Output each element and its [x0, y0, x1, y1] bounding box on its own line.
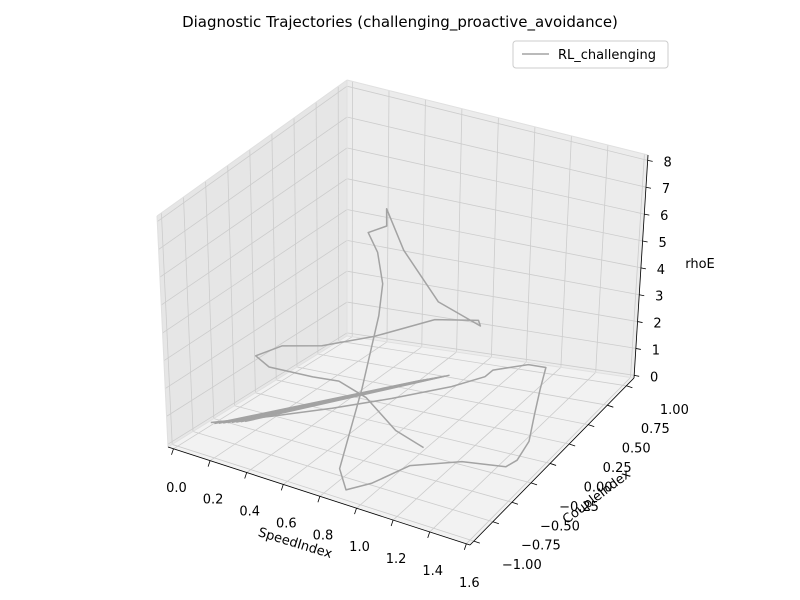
legend-label: RL_challenging: [558, 48, 656, 63]
y-tick-mark: [511, 501, 519, 505]
y-tick-mark: [626, 385, 633, 389]
x-tick-label: 1.6: [459, 576, 480, 591]
z-tick-label: 2: [653, 317, 661, 332]
pane-edge: [167, 335, 348, 448]
z-tick-mark: [635, 348, 641, 350]
legend: RL_challenging: [512, 40, 669, 69]
axis-edges: [156, 79, 649, 546]
y-tick-label: 0.75: [641, 422, 670, 437]
axis-panes: [157, 80, 648, 545]
y-tick-label: −0.75: [521, 539, 561, 554]
x-tick-mark: [171, 448, 174, 455]
x-tick-mark: [463, 543, 467, 550]
axis-ticks: 0.0 0.2 0.4 0.6 0.8 1.0 1.2 1.4 1.6 −1.00 −0.75 −0.…: [166, 155, 689, 590]
y-tick-label: −0.25: [559, 500, 599, 515]
y-tick-label: −1.00: [502, 558, 542, 573]
z-tick-mark: [647, 159, 653, 162]
y-tick-label: 0.00: [584, 480, 613, 495]
x-tick-label: 0.0: [166, 481, 187, 496]
y-tick-mark: [588, 424, 595, 427]
pane-edge: [156, 79, 348, 217]
x-tick-label: 0.6: [276, 516, 297, 531]
x-tick-label: 0.8: [313, 528, 334, 543]
legend-box: [512, 40, 669, 69]
z-tick-mark: [634, 374, 640, 377]
y-tick-label: 1.00: [660, 403, 689, 418]
x-tick-label: 1.0: [349, 540, 370, 555]
x-tick-mark: [390, 519, 394, 527]
z-tick-label: 6: [660, 209, 668, 224]
z-tick-mark: [642, 240, 648, 243]
z-axis-label: rhoE: [685, 257, 715, 272]
z-tick-label: 5: [658, 236, 666, 251]
floor-pane: [168, 336, 634, 545]
y-axis-line: [469, 377, 635, 546]
z-tick-label: 8: [664, 155, 672, 170]
trajectory-lines: [210, 207, 547, 491]
pane-edge: [156, 215, 169, 448]
x-tick-mark: [280, 484, 284, 491]
series-bundle-line: [244, 374, 450, 423]
z-tick-mark: [637, 321, 643, 323]
z-tick-mark: [640, 267, 646, 270]
y-tick-label: −0.50: [540, 519, 580, 534]
back-wall-pane: [347, 80, 648, 378]
y-tick-mark: [473, 540, 480, 544]
x-tick-mark: [317, 496, 321, 503]
y-tick-mark: [530, 482, 538, 486]
pane-edge: [346, 79, 649, 156]
y-axis-label: CoupleIndex: [560, 467, 634, 528]
z-tick-label: 3: [655, 290, 663, 305]
x-tick-mark: [354, 508, 357, 515]
x-tick-mark: [427, 531, 431, 539]
z-tick-label: 4: [657, 263, 665, 278]
left-wall-pane: [157, 80, 347, 447]
z-tick-mark: [645, 186, 652, 189]
x-tick-label: 1.4: [422, 564, 443, 579]
x-axis-line: [167, 446, 471, 546]
z-tick-mark: [644, 213, 650, 216]
x-tick-label: 1.2: [386, 552, 407, 567]
y-tick-label: 0.50: [622, 442, 651, 457]
z-tick-label: 0: [650, 370, 658, 385]
x-tick-mark: [244, 472, 248, 479]
y-tick-mark: [607, 404, 614, 408]
z-tick-label: 1: [652, 343, 660, 358]
chart-title: Diagnostic Trajectories (challenging_pro…: [182, 13, 618, 32]
y-tick-label: 0.25: [603, 461, 632, 476]
z-tick-label: 7: [662, 182, 670, 197]
z-tick-mark: [639, 294, 645, 297]
y-tick-mark: [569, 443, 576, 447]
series-line: [210, 207, 547, 491]
z-axis-line: [633, 154, 649, 379]
x-tick-label: 0.4: [239, 505, 260, 520]
y-tick-mark: [549, 463, 557, 466]
pane-edge: [346, 335, 635, 379]
x-tick-label: 0.2: [203, 493, 224, 508]
y-tick-mark: [492, 521, 500, 525]
x-tick-mark: [207, 460, 211, 467]
